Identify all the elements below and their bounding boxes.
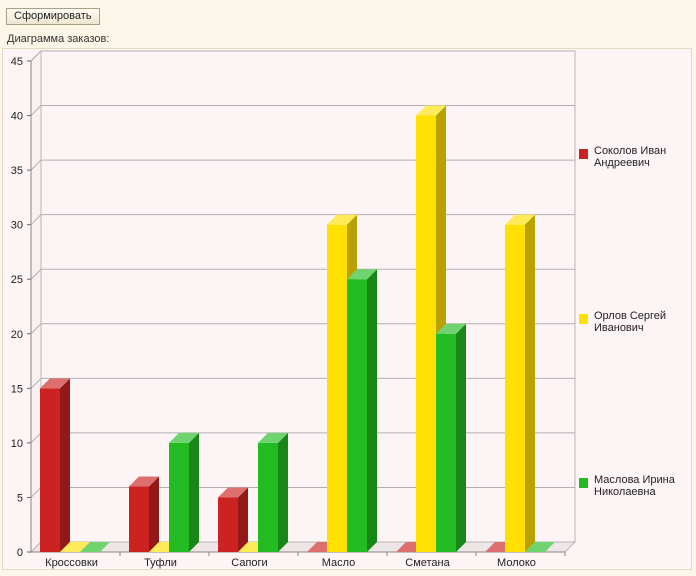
bar-front — [40, 388, 60, 552]
y-tick-label: 45 — [11, 56, 23, 68]
gridline — [30, 323, 575, 335]
bar-top — [416, 105, 446, 116]
x-tick-label: Туфли — [144, 557, 177, 569]
y-tick-label: 20 — [11, 329, 23, 341]
bar — [258, 432, 288, 552]
bar-top — [505, 214, 535, 225]
chart-back-wall — [40, 50, 576, 543]
bar — [129, 476, 159, 552]
bar-front — [129, 486, 149, 552]
bar-top — [169, 432, 199, 443]
bar-side — [189, 432, 199, 552]
bar-side — [278, 432, 288, 552]
bar-front — [218, 497, 238, 552]
bar-top — [347, 269, 377, 280]
bar — [218, 487, 248, 552]
bar-side — [60, 378, 70, 552]
gridline — [30, 105, 575, 116]
legend-swatch — [579, 149, 588, 159]
bar-side — [238, 487, 248, 552]
bar-top — [80, 542, 110, 552]
bar — [436, 323, 466, 552]
x-tick-label: Сапоги — [231, 557, 267, 569]
y-tick-label: 25 — [11, 274, 23, 286]
orders-chart: 0 5 10 15 20 25 30 35 40 45 Кроссовки Туфли Сапоги Ма… — [11, 49, 577, 569]
bar-side — [456, 323, 466, 552]
bar-side — [525, 214, 535, 552]
chart-panel: 0 5 10 15 20 25 30 35 40 45 Кроссовки Туфли Сапоги Ма… — [2, 48, 692, 570]
y-tick-label: 0 — [17, 547, 23, 559]
y-tick-label: 40 — [11, 111, 23, 123]
gridline — [30, 159, 575, 171]
bar — [40, 378, 70, 552]
x-tick-label: Сметана — [405, 557, 450, 569]
gridline — [30, 268, 575, 280]
y-tick-label: 10 — [11, 438, 23, 450]
y-tick-label: 30 — [11, 220, 23, 232]
bar-top — [525, 542, 555, 552]
bar — [80, 542, 110, 552]
bar — [505, 214, 535, 552]
bar-front — [347, 279, 367, 552]
x-tick-label: Масло — [322, 557, 356, 569]
x-tick-label: Молоко — [497, 557, 536, 569]
bar — [525, 542, 555, 552]
bar-front — [416, 115, 436, 553]
gridline — [30, 377, 575, 389]
y-tick-label: 35 — [11, 165, 23, 177]
chart-left-wall — [30, 49, 42, 554]
bar-front — [169, 442, 189, 552]
y-tick-label: 5 — [17, 492, 23, 504]
form-button[interactable]: Сформировать — [6, 8, 100, 25]
gridline — [30, 50, 575, 62]
legend-label: Орлов Сергей Иванович — [594, 310, 667, 334]
legend-label: Соколов Иван Андреевич — [594, 145, 667, 169]
legend-swatch — [579, 314, 588, 324]
gridline — [30, 214, 575, 226]
x-tick-label: Кроссовки — [45, 557, 98, 569]
chart-caption: Диаграмма заказов: — [7, 33, 110, 45]
bar-top — [218, 487, 248, 498]
bar-side — [367, 269, 377, 552]
bar-top — [327, 214, 357, 225]
bar — [347, 269, 377, 552]
y-tick-label: 15 — [11, 383, 23, 395]
bar-front — [436, 333, 456, 552]
bar-side — [149, 476, 159, 552]
bar-front — [505, 224, 525, 552]
bar-top — [436, 323, 466, 334]
bar-top — [129, 476, 159, 487]
bar-top — [40, 378, 70, 389]
legend-swatch — [579, 478, 588, 488]
bar-top — [258, 432, 288, 443]
legend-label: Маслова Ирина Николаевна — [594, 474, 675, 498]
bar-front — [327, 224, 347, 552]
bar — [169, 432, 199, 552]
bar-front — [258, 442, 278, 552]
